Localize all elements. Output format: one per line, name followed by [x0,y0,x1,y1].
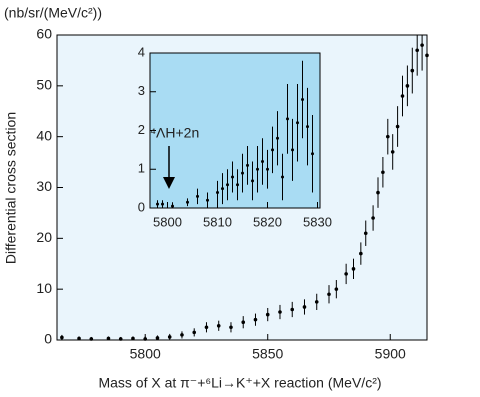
data-point [143,337,148,341]
data-point [265,312,270,317]
data-point [261,160,264,163]
data-point [405,84,410,88]
data-point [278,310,282,314]
y-axis-title: Differential cross section [3,112,19,264]
data-point [390,150,395,154]
data-point [415,48,419,53]
data-point [180,333,184,337]
data-point [204,325,209,330]
data-point [314,300,319,304]
y-tick-label: 0 [138,199,145,214]
data-point [106,336,111,341]
data-point [131,336,135,341]
plot-area [149,52,321,209]
data-point [271,148,274,152]
data-point [371,216,375,220]
data-point [171,204,174,208]
data-point [167,335,172,339]
annotation-arrowhead [163,177,175,189]
data-point [156,202,159,206]
annotation: ⁴ΛH+2n [150,125,199,141]
data-point [226,183,229,187]
data-point [359,251,363,256]
x-tick-label: 5810 [203,214,232,229]
data-point [344,272,348,276]
y-tick-label: 50 [36,77,52,93]
x-tick-label: 5830 [303,214,332,229]
data-point [327,292,331,297]
data-point [253,317,258,322]
data-point [286,117,289,121]
x-tick-label: 5820 [253,214,282,229]
data-point [241,171,244,175]
data-point [161,202,164,206]
x-tick-label: 5800 [130,346,161,362]
y-tick-label: 40 [36,127,52,143]
x-tick-label: 5900 [375,346,406,362]
data-point [241,320,246,325]
data-point [89,337,94,341]
y-tick-label: 20 [36,229,52,245]
y-tick-label: 60 [36,26,52,42]
y-unit-label: (nb/sr/(MeV/c²)) [4,5,102,21]
data-point [186,200,189,204]
data-point [229,325,233,330]
data-point [302,305,307,309]
data-point [351,267,356,271]
data-point [363,231,368,236]
data-point [301,98,304,101]
data-point [246,163,249,167]
data-point [306,125,309,129]
data-point [385,134,390,139]
data-point [376,190,380,195]
data-point [155,336,160,340]
data-point [266,167,269,171]
data-point [276,136,279,140]
data-point [410,68,415,73]
data-point [236,183,239,187]
data-point [77,336,81,341]
data-point [334,287,339,291]
data-point [311,152,314,156]
y-tick-label: 30 [36,178,52,194]
data-point [60,335,64,340]
x-tick-label: 5800 [153,214,182,229]
data-point [221,187,224,191]
data-point [196,194,199,198]
data-point [296,121,299,125]
y-tick-label: 0 [44,331,52,347]
data-point [281,175,284,179]
data-point [425,53,429,58]
data-point [251,179,254,183]
data-point [118,337,123,341]
data-point [395,124,400,129]
data-point [216,323,221,328]
y-tick-label: 2 [138,122,145,137]
y-tick-label: 1 [138,161,145,176]
y-tick-label: 10 [36,280,52,296]
data-point [231,175,234,179]
data-point [420,43,424,47]
y-tick-label: 4 [138,44,145,59]
x-tick-label: 5850 [252,346,283,362]
data-point [290,307,295,312]
data-point [291,148,294,152]
data-point [381,170,385,175]
data-point [216,191,219,194]
data-point [206,198,209,202]
data-point [256,167,259,171]
x-axis-title: Mass of X at π⁻+⁶Li→K⁺+X reaction (MeV/c… [98,375,381,391]
data-point [192,330,197,335]
data-point [400,94,405,98]
y-tick-label: 3 [138,83,145,98]
